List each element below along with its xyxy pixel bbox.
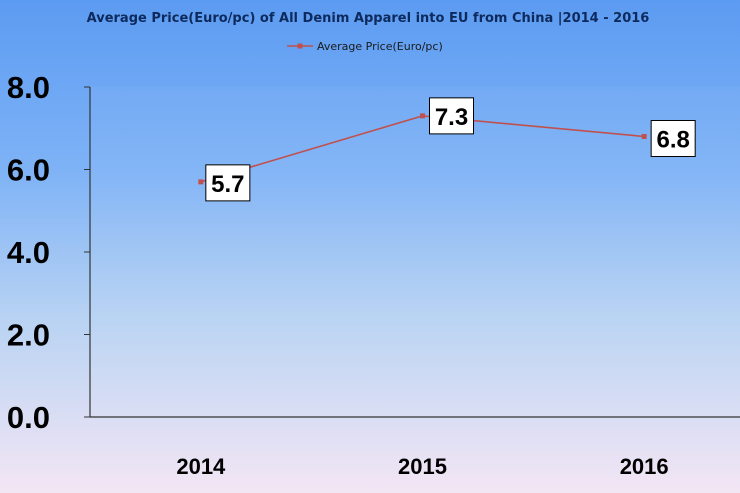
y-axis-ticks: 0.0 2.0 4.0 6.0 8.0 [7,70,90,435]
y-tick-label: 4.0 [7,235,50,270]
y-tick-label: 0.0 [7,400,50,435]
legend-label: Average Price(Euro/pc) [317,40,443,53]
x-tick-label: 2016 [620,454,669,479]
x-tick-label: 2015 [398,454,447,479]
y-tick-label: 6.0 [7,153,50,188]
data-label-box [429,97,474,135]
plot-area [90,87,740,417]
data-label: 6.8 [656,127,689,154]
legend-marker [297,43,303,49]
data-label: 5.7 [211,171,244,198]
data-label-box [205,164,251,202]
data-label: 7.3 [435,104,468,131]
data-label-box [650,120,696,157]
data-point [420,113,425,119]
series-group [198,113,647,185]
chart-title: Average Price(Euro/pc) of All Denim Appa… [87,11,650,26]
x-axis-ticks: 2014 2015 2016 [176,454,668,479]
data-point [641,134,647,139]
data-labels: 5.7 7.3 6.8 [205,97,696,202]
y-tick-label: 2.0 [7,318,50,353]
y-tick-label: 8.0 [7,70,50,105]
data-point [198,179,204,185]
axes [89,87,740,418]
x-tick-label: 2014 [176,454,226,479]
legend: Average Price(Euro/pc) [287,40,443,53]
